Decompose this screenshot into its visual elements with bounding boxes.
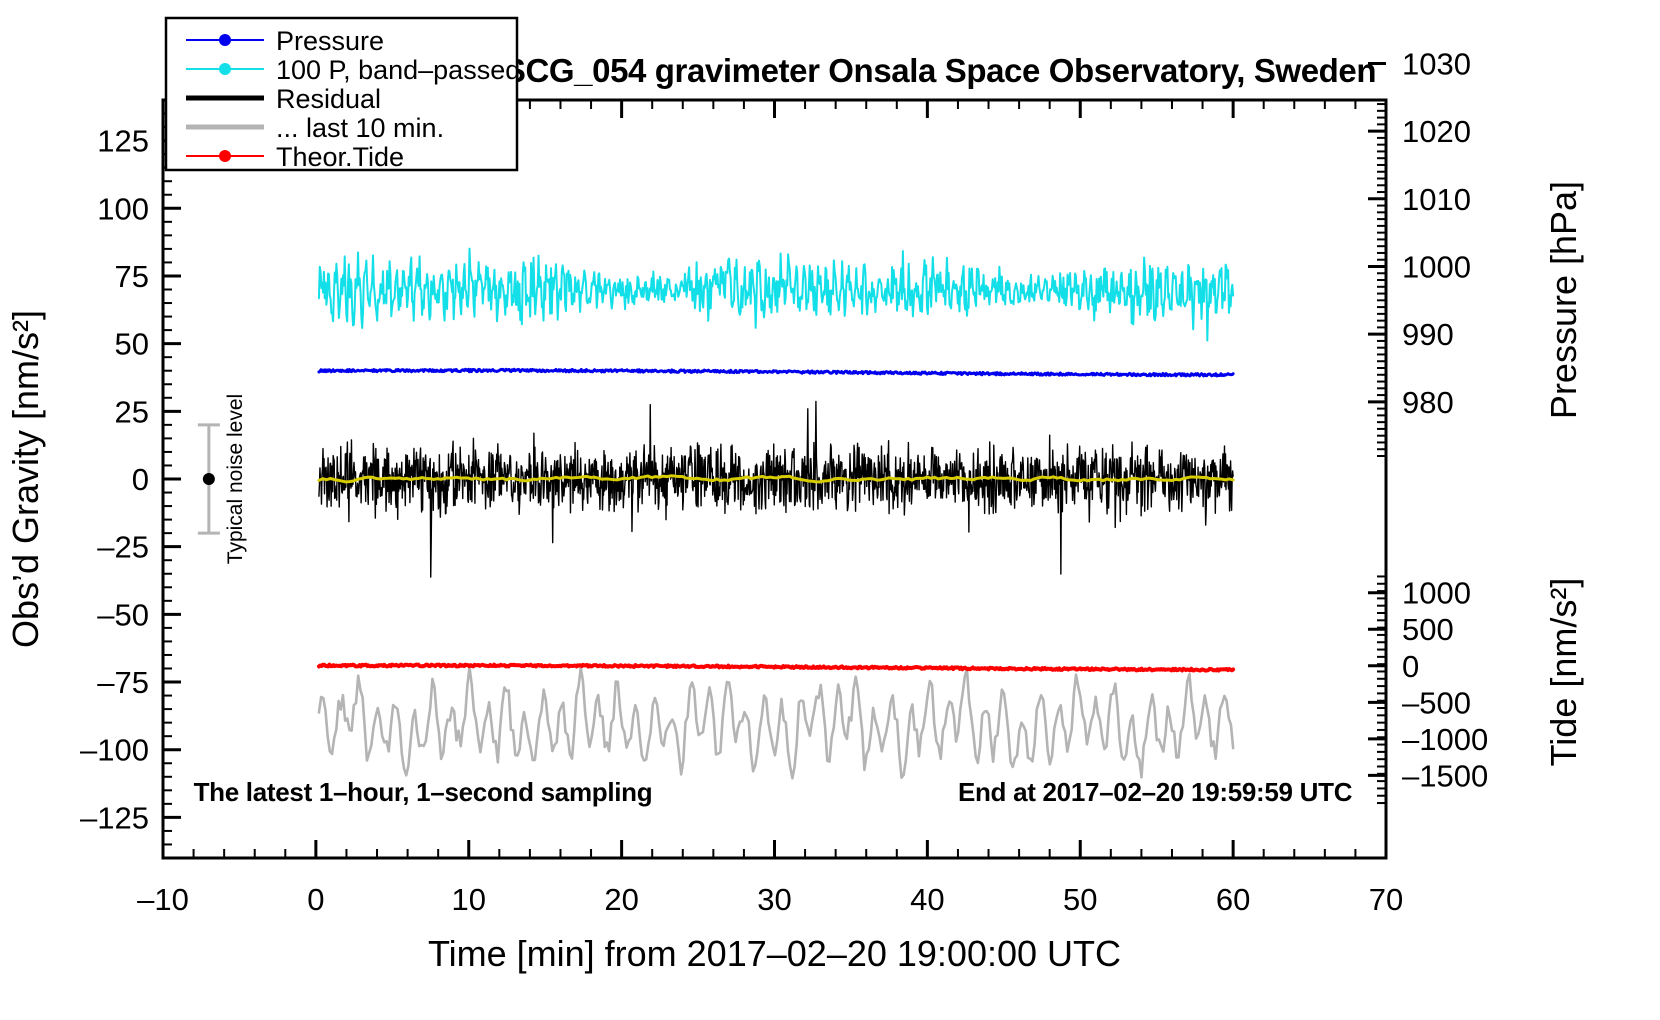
y-tick-label: 25 — [115, 394, 149, 429]
x-tick-label: 40 — [910, 882, 944, 917]
tide-tick-label: –1000 — [1402, 722, 1488, 757]
annotation-end-time-note: End at 2017–02–20 19:59:59 UTC — [958, 777, 1353, 807]
series-trace-100-p-band-passed — [317, 247, 1235, 342]
x-tick-label: 20 — [604, 882, 638, 917]
series-trace-residual — [318, 400, 1234, 578]
pressure-axis-label: Pressure [hPa] — [1543, 181, 1584, 419]
pressure-tick-label: 1010 — [1402, 182, 1471, 217]
annotation-sampling-note: The latest 1–hour, 1–second sampling — [194, 777, 653, 807]
y-tick-label: 0 — [132, 462, 149, 497]
legend-label-2: Residual — [276, 84, 381, 114]
tide-tick-label: –500 — [1402, 685, 1471, 720]
legend-marker-dot-1 — [219, 63, 231, 75]
pressure-tick-label: 1020 — [1402, 114, 1471, 149]
x-tick-label: 10 — [452, 882, 486, 917]
x-tick-label: 60 — [1216, 882, 1250, 917]
series-trace-theor-tide — [316, 662, 1236, 673]
tide-tick-label: 0 — [1402, 649, 1419, 684]
pressure-tick-label: 990 — [1402, 317, 1454, 352]
chart-title: SCG_054 gravimeter Onsala Space Observat… — [504, 52, 1376, 89]
pressure-tick-label: 1000 — [1402, 249, 1471, 284]
series-trace-last-10-min — [317, 665, 1235, 780]
x-tick-label: 0 — [307, 882, 324, 917]
y-tick-label: –25 — [97, 530, 149, 565]
series-trace-pressure — [317, 367, 1235, 378]
tide-tick-label: 1000 — [1402, 576, 1471, 611]
legend-label-1: 100 P, band–passed — [276, 55, 520, 85]
tide-tick-label: –1500 — [1402, 758, 1488, 793]
pressure-tick-label: 1030 — [1402, 46, 1471, 81]
tide-axis-label: Tide [nm/s²] — [1543, 578, 1584, 767]
y-tick-label: 75 — [115, 259, 149, 294]
x-tick-label: 50 — [1063, 882, 1097, 917]
y-tick-label: –100 — [80, 733, 149, 768]
legend-label-0: Pressure — [276, 26, 384, 56]
y-tick-label: –75 — [97, 665, 149, 700]
pressure-tick-label: 980 — [1402, 385, 1454, 420]
y-tick-label: 125 — [97, 124, 149, 159]
x-tick-label: –10 — [137, 882, 189, 917]
series-trace-residual-smoothed — [317, 474, 1235, 484]
legend-label-3: ... last 10 min. — [276, 113, 444, 143]
x-tick-label: 30 — [757, 882, 791, 917]
x-tick-label: 70 — [1369, 882, 1403, 917]
y-axis-label: Obs’d Gravity [nm/s²] — [5, 310, 46, 648]
tide-tick-label: 500 — [1402, 612, 1454, 647]
noise-center-dot — [202, 473, 215, 485]
y-tick-label: –125 — [80, 800, 149, 835]
y-tick-label: –50 — [97, 597, 149, 632]
y-tick-label: 50 — [115, 327, 149, 362]
noise-level-label: Typical noise level — [224, 394, 247, 564]
legend-label-4: Theor.Tide — [276, 142, 404, 172]
y-tick-label: 100 — [97, 191, 149, 226]
legend-marker-dot-4 — [219, 150, 231, 162]
legend-marker-dot-0 — [219, 34, 231, 46]
x-axis-label: Time [min] from 2017–02–20 19:00:00 UTC — [428, 933, 1121, 974]
